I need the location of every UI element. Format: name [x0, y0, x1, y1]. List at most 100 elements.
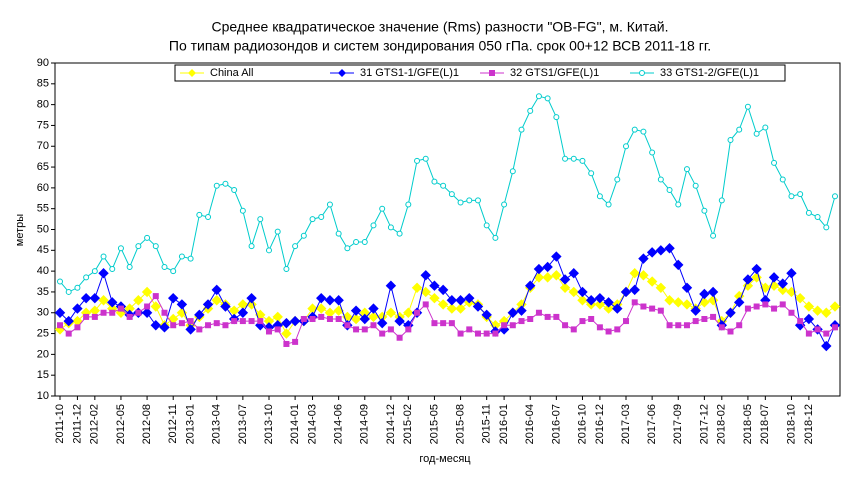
data-point	[135, 309, 142, 316]
data-point	[629, 284, 640, 296]
data-point	[559, 282, 571, 293]
data-point	[152, 243, 159, 250]
data-point	[570, 155, 577, 162]
data-point	[196, 326, 203, 333]
data-point	[701, 207, 708, 214]
y-tick-label: 70	[37, 140, 49, 152]
data-point	[265, 247, 272, 254]
data-point	[727, 137, 734, 144]
y-tick-label: 35	[37, 286, 49, 298]
x-tick-label: 2016-12	[594, 404, 606, 444]
x-tick-label: 2018-07	[759, 404, 771, 444]
data-point	[379, 330, 386, 337]
data-point	[823, 224, 830, 231]
data-point	[596, 324, 603, 331]
data-point	[387, 326, 394, 333]
data-point	[821, 340, 832, 352]
data-point	[446, 295, 458, 306]
data-point	[429, 280, 440, 291]
data-point	[420, 270, 431, 281]
data-point	[231, 186, 238, 193]
x-tick-label: 2017-03	[620, 404, 632, 444]
data-point	[823, 330, 830, 337]
data-point	[300, 315, 307, 322]
data-point	[751, 263, 762, 275]
data-point	[57, 278, 63, 285]
data-point	[309, 315, 316, 322]
x-tick-label: 2013-10	[263, 404, 275, 444]
y-tick-label: 65	[37, 161, 49, 173]
x-tick-label: 2014-09	[359, 404, 371, 444]
x-tick-label: 2014-06	[333, 404, 345, 444]
data-point	[194, 309, 205, 321]
data-point	[474, 330, 481, 337]
data-point	[762, 301, 769, 308]
data-point	[492, 234, 499, 241]
data-point	[690, 305, 701, 316]
data-point	[533, 272, 545, 283]
data-point	[603, 297, 614, 308]
data-point	[507, 307, 519, 318]
data-point	[394, 315, 405, 327]
y-tick-label: 90	[37, 57, 49, 69]
data-point	[213, 320, 220, 327]
data-point	[814, 326, 821, 333]
data-point	[359, 313, 370, 325]
data-point	[577, 295, 588, 306]
data-point	[370, 222, 377, 229]
data-point	[664, 295, 675, 306]
data-point	[710, 232, 717, 239]
data-point	[649, 305, 656, 312]
data-point	[501, 322, 508, 329]
y-tick-label: 75	[37, 119, 49, 131]
data-point	[701, 315, 708, 322]
legend-marker	[338, 69, 346, 77]
data-point	[150, 320, 161, 331]
data-point	[542, 261, 553, 273]
data-point	[725, 307, 736, 318]
data-point	[464, 292, 475, 304]
x-tick-label: 2014-12	[385, 404, 397, 444]
data-point	[655, 245, 667, 256]
data-point	[559, 274, 571, 285]
data-point	[579, 318, 586, 325]
data-point	[525, 280, 536, 291]
x-tick-label: 2012-02	[89, 404, 101, 444]
data-point	[640, 303, 647, 310]
data-point	[89, 292, 101, 304]
data-point	[742, 280, 754, 291]
data-point	[414, 309, 421, 316]
data-point	[437, 299, 449, 310]
data-point	[551, 270, 562, 281]
data-point	[237, 307, 249, 318]
data-point	[681, 299, 693, 310]
data-point	[832, 324, 838, 331]
data-point	[753, 130, 760, 137]
data-point	[631, 126, 638, 133]
data-point	[570, 326, 577, 333]
data-point	[768, 272, 780, 283]
data-point	[420, 286, 431, 298]
x-tick-label: 2013-04	[211, 404, 223, 444]
data-point	[805, 209, 812, 216]
data-point	[405, 326, 412, 333]
data-point	[109, 266, 116, 273]
data-point	[803, 313, 815, 325]
data-point	[326, 201, 333, 208]
data-point	[205, 214, 212, 221]
data-point	[91, 313, 98, 320]
data-point	[751, 272, 762, 283]
data-point	[144, 303, 151, 310]
data-point	[753, 303, 760, 310]
data-point	[649, 149, 656, 156]
data-point	[771, 305, 778, 312]
data-point	[683, 166, 690, 173]
x-tick-label: 2012-05	[115, 404, 127, 444]
data-point	[422, 301, 429, 308]
data-point	[544, 313, 551, 320]
x-tick-label: 2017-12	[698, 404, 710, 444]
data-point	[675, 322, 682, 329]
data-point	[117, 245, 124, 252]
data-point	[126, 263, 133, 270]
